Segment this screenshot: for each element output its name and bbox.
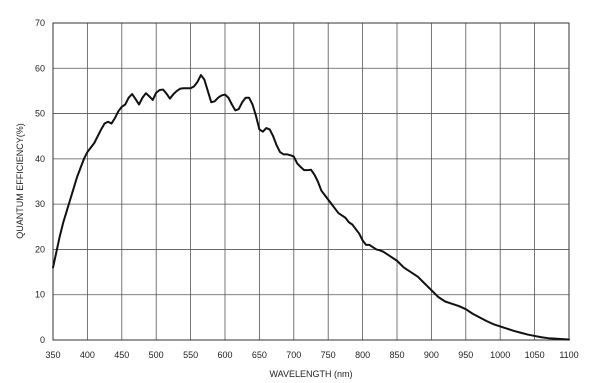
x-tick-label: 450 (114, 350, 129, 360)
grid (53, 23, 569, 340)
plot-frame (52, 22, 570, 341)
y-tick-label: 30 (35, 199, 45, 209)
qe-curve (52, 74, 570, 341)
x-tick-label: 350 (45, 350, 60, 360)
x-tick-label: 900 (424, 350, 439, 360)
y-tick-label: 40 (35, 154, 45, 164)
y-axis-label: QUANTUM EFFICIENCY(%) (15, 123, 25, 239)
x-tick-label: 950 (458, 350, 473, 360)
y-tick-label: 50 (35, 109, 45, 119)
y-tick-label: 60 (35, 63, 45, 73)
x-tick-label: 850 (389, 350, 404, 360)
x-axis-label: WAVELENGTH (nm) (269, 369, 352, 379)
x-tick-label: 800 (355, 350, 370, 360)
y-tick-label: 0 (40, 335, 45, 345)
x-tick-label: 600 (217, 350, 232, 360)
x-tick-labels: 350 400 450 500 550 600 650 700 750 800 850 900 950 1… (45, 350, 578, 360)
x-tick-label: 1000 (490, 350, 510, 360)
x-tick-label: 500 (149, 350, 164, 360)
x-tick-label: 700 (286, 350, 301, 360)
x-tick-label: 750 (321, 350, 336, 360)
y-tick-labels: 0 10 20 30 40 50 60 70 (35, 18, 45, 345)
y-tick-label: 10 (35, 290, 45, 300)
x-tick-label: 1100 (559, 350, 578, 360)
x-tick-label: 650 (252, 350, 267, 360)
x-tick-label: 400 (80, 350, 95, 360)
y-tick-label: 70 (35, 18, 45, 28)
x-tick-label: 1050 (525, 350, 545, 360)
x-tick-label: 550 (183, 350, 198, 360)
y-tick-label: 20 (35, 244, 45, 254)
